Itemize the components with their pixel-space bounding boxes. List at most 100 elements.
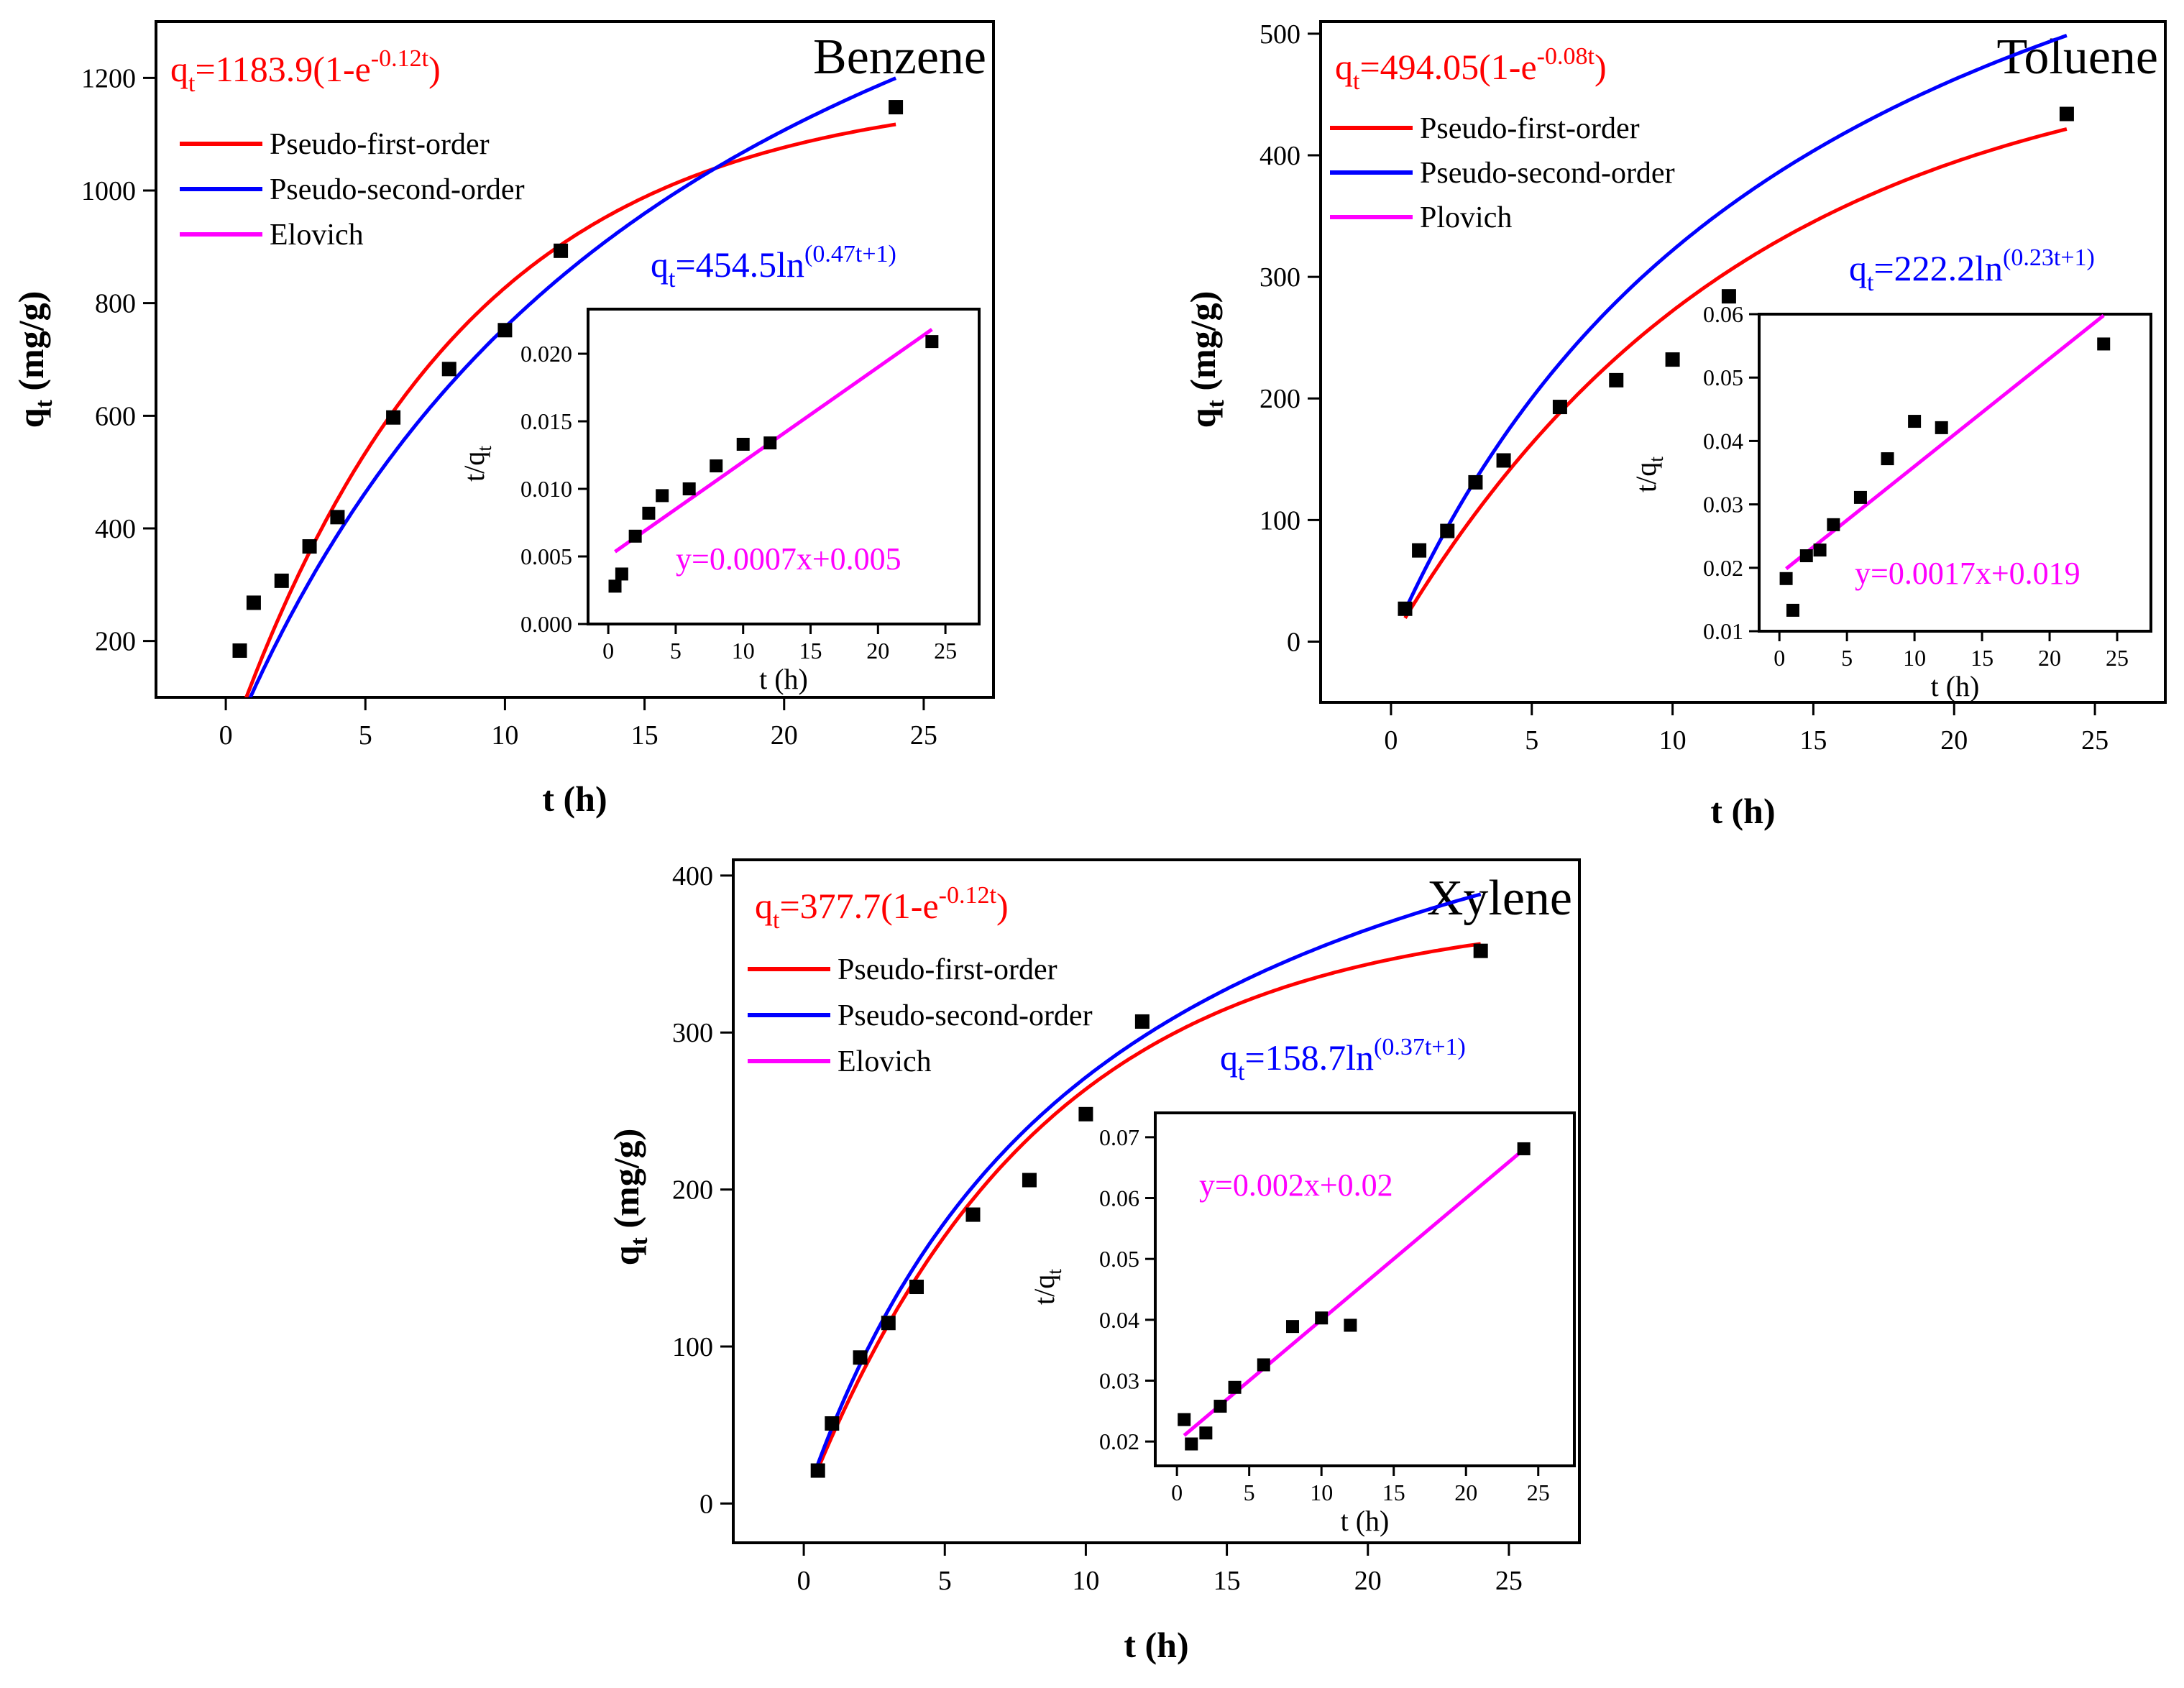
data-point [1721,289,1736,304]
plot-frame [155,20,995,699]
y-axis-label: qt (mg/g) [11,291,58,428]
inset-frame [587,308,981,625]
inset-y-tick-label: 0.000 [520,611,572,637]
x-tick-label: 20 [1354,1566,1382,1596]
inset-x-tick-label: 5 [1841,645,1853,671]
data-point [554,243,569,258]
data-point [274,573,289,588]
pso-equation: qt=222.2ln(0.23t+1) [1849,244,2095,296]
inset-x-tick-label: 10 [732,638,755,664]
y-tick-label: 200 [672,1175,713,1206]
legend-label-2: Pseudo-second-order [270,173,525,206]
inset-y-axis-label: t/qt [458,446,496,482]
x-tick-label: 20 [1940,725,1968,756]
inset-x-tick-label: 15 [1382,1480,1405,1505]
y-tick-label: 200 [1260,384,1300,414]
data-point [825,1416,840,1431]
inset-x-tick-label: 0 [1774,645,1785,671]
legend-label-1: Pseudo-first-order [838,953,1057,986]
x-axis-label: t (h) [542,779,607,819]
inset-y-tick-label: 0.015 [520,408,572,434]
x-tick-label: 0 [219,720,233,751]
y-tick-label: 1000 [81,176,136,206]
inset-x-tick-label: 20 [2038,645,2061,671]
inset-y-tick-label: 0.005 [520,543,572,569]
data-point [1468,474,1483,490]
panel-title: Toluene [1997,29,2158,85]
inset-y-axis-label: t/qt [1630,457,1668,492]
y-tick-label: 400 [672,861,713,891]
data-point [232,643,247,658]
inset-frame [1154,1111,1576,1467]
inset-data-point [642,506,656,520]
inset-y-tick-label: 0.02 [1703,555,1743,581]
inset-data-point [628,529,642,543]
y-tick-label: 300 [1260,262,1300,293]
data-point [1665,352,1680,367]
inset-x-axis-label: t (h) [1931,670,1980,702]
inset-data-point [656,489,669,503]
x-tick-label: 10 [491,720,518,751]
inset-data-point [1853,490,1867,504]
data-point [330,510,345,525]
pfo-curve [244,122,896,697]
inset-data-point [1779,572,1793,585]
inset-plot: 0 5 10 15 20 25 0.000 0.005 0.010 0.015 0.020 t (h)… [458,308,981,695]
inset-data-point [608,579,622,593]
inset-data-point [763,436,777,450]
y-axis-label: qt (mg/g) [1183,291,1229,428]
inset-y-tick-label: 0.02 [1099,1428,1139,1454]
y-tick-label: 300 [672,1018,713,1048]
inset-data-point [1178,1413,1191,1426]
inset-data-point [1908,415,1922,428]
legend-label-2: Pseudo-second-order [838,999,1093,1032]
inset-plot: 0 5 10 15 20 25 0.02 0.03 0.04 0.05 0.06 0.07 t (h) t… [1028,1111,1576,1537]
x-tick-label: 0 [1384,725,1398,756]
inset-data-point [1228,1380,1242,1394]
pso-curve [1403,34,2068,612]
data-point [1078,1106,1093,1121]
legend-label-3: Elovich [838,1045,932,1078]
pso-curve [816,892,1482,1465]
inset-y-tick-label: 0.03 [1099,1367,1139,1393]
inset-data-point [1935,421,1948,434]
pso-curve [248,76,897,697]
inset-data-point [1185,1437,1198,1451]
inset-x-tick-label: 5 [1244,1480,1255,1505]
pfo-curve [816,942,1482,1470]
x-tick-label: 15 [1799,725,1827,756]
data-point [881,1316,896,1331]
inset-x-tick-label: 10 [1903,645,1926,671]
inset-x-tick-label: 25 [1527,1480,1550,1505]
y-tick-label: 100 [1260,505,1300,536]
plot-frame [732,858,1581,1544]
x-tick-label: 20 [771,720,798,751]
panel-title: Xylene [1427,871,1572,926]
x-tick-label: 10 [1659,725,1687,756]
data-point [1134,1014,1150,1029]
inset-y-tick-label: 0.01 [1703,618,1743,644]
inset-data-point [1786,603,1799,617]
legend-label-2: Pseudo-second-order [1420,157,1675,190]
inset-data-point [1827,518,1840,531]
x-tick-label: 25 [1495,1566,1523,1596]
y-tick-label: 200 [95,627,136,657]
inset-data-point [1881,452,1894,466]
panel-title: Benzene [813,29,986,85]
inset-data-point [615,567,628,581]
inset-y-tick-label: 0.05 [1703,364,1743,390]
inset-data-point [682,482,696,496]
data-point [1022,1173,1037,1188]
inset-x-tick-label: 25 [934,638,957,664]
y-axis-label: qt (mg/g) [606,1129,653,1265]
data-point [1412,543,1427,558]
x-tick-label: 25 [910,720,937,751]
inset-frame [1758,313,2152,633]
data-point [302,539,317,554]
pfo-equation: qt=494.05(1-e-0.08t) [1335,43,1607,95]
data-point [1552,400,1567,415]
x-axis-label: t (h) [1124,1625,1188,1665]
